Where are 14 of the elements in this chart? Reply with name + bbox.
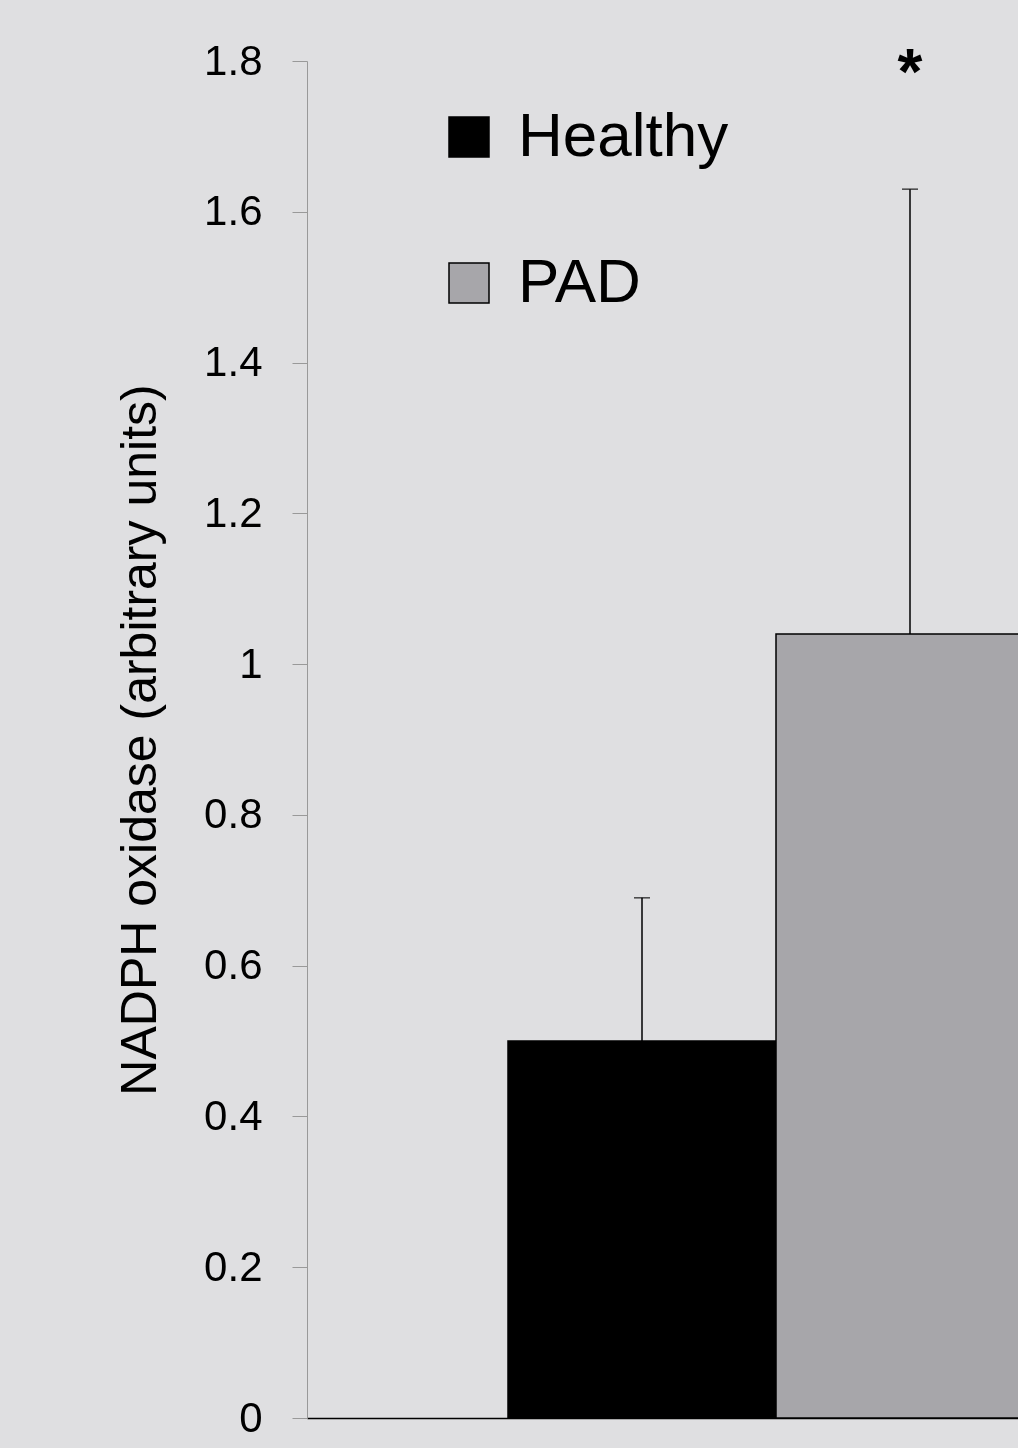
y-tick-label: 0.8 <box>204 790 263 838</box>
y-tick-label: 0.4 <box>204 1091 263 1139</box>
legend-label: Healthy <box>518 100 729 169</box>
y-tick-label: 0.6 <box>204 941 263 989</box>
y-tick-label: 1.4 <box>204 338 263 386</box>
y-tick-label: 1 <box>239 639 263 687</box>
y-axis-title: NADPH oxidase (arbitrary units) <box>111 384 168 1096</box>
y-tick-label: 0 <box>239 1393 263 1441</box>
y-tick-label: 1.8 <box>204 36 263 84</box>
legend-label: PAD <box>518 246 641 315</box>
annotation: * <box>897 36 923 108</box>
y-tick-label: 0.2 <box>204 1242 263 1290</box>
y-tick-label: 1.6 <box>204 187 263 235</box>
y-tick-label: 1.2 <box>204 488 263 536</box>
